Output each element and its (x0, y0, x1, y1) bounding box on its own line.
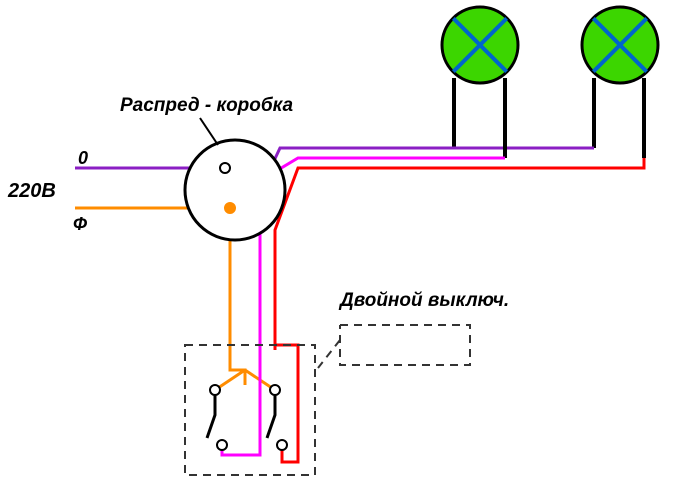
voltage-label: 220В (8, 180, 56, 203)
junction-box (185, 140, 285, 240)
phase-label: Ф (73, 214, 87, 235)
lamps-group (442, 7, 658, 83)
wires-group (75, 78, 644, 462)
wiring-diagram (0, 0, 700, 500)
neutral-label: 0 (78, 148, 88, 169)
junction-box-label: Распред - коробка (120, 95, 293, 117)
double-switch-label: Двойной выключ. (340, 290, 509, 312)
